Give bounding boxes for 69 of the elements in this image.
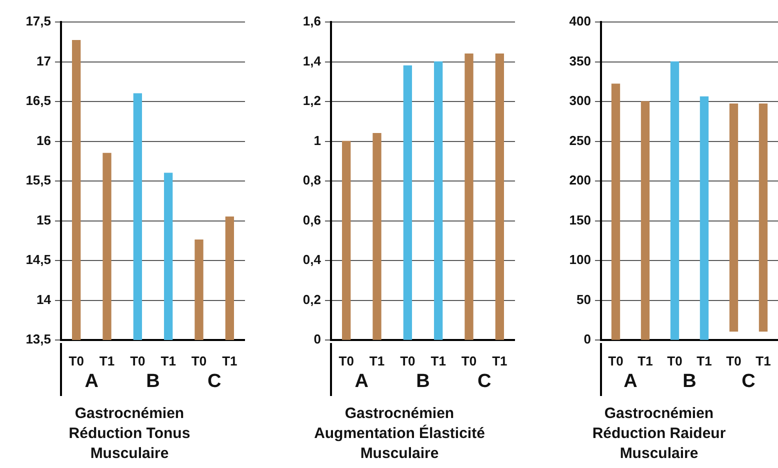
text: C [207,371,222,392]
y-tick-label: 0,6 [302,212,321,228]
y-tick-label: 300 [569,93,591,108]
x-tick-label: T1 [696,353,712,368]
y-tick-label: 0,8 [302,172,321,188]
text: Gastrocnémien Réduction Tonus Musculaire [68,404,192,464]
y-tick-label: 14 [36,292,52,307]
y-tick-label: 16 [36,132,51,148]
y-tick-label: 400 [569,14,591,29]
y-tick-label: 15,5 [26,172,51,188]
y-tick-label: 350 [569,53,591,68]
bar [700,96,709,340]
text: Gastrocnémien Réduction Raideur Musculaire [591,404,727,464]
x-tick-label: T1 [638,353,653,368]
y-tick-label: 1,6 [302,14,321,29]
bar [670,61,680,340]
text: B [682,371,696,392]
x-tick-label: T1 [222,353,238,368]
y-tick-label: 16,5 [26,93,51,108]
y-tick-label: 150 [569,212,591,228]
x-tick-label: T1 [492,353,508,368]
y-tick-label: 17 [36,53,51,68]
y-tick-label: 0 [584,332,591,347]
bar [372,132,382,340]
text: A [624,371,638,392]
bar [434,61,443,340]
y-tick-label: 1,2 [302,93,321,108]
y-tick-label: 15 [36,212,51,228]
x-tick-label: T0 [461,353,477,368]
x-tick-label: T1 [99,353,115,368]
x-tick-label: T0 [191,353,207,368]
y-tick-label: 250 [569,132,591,148]
y-tick-label: 100 [569,252,591,268]
bar [403,65,412,340]
text: C [742,371,756,392]
x-tick-label: T0 [726,353,742,368]
text: C [477,371,492,392]
y-tick-label: 0 [314,332,321,347]
bar [342,140,351,340]
text: A [354,371,369,392]
y-tick-label: 0,2 [302,292,321,307]
y-tick-label: 200 [569,172,591,188]
x-tick-label: T0 [68,353,84,368]
x-tick-label: T0 [400,353,416,368]
bar [495,53,504,340]
text: B [416,371,430,392]
text: A [84,371,99,392]
x-tick-label: T0 [338,353,354,368]
y-tick-label: 14,5 [26,252,51,268]
text: Gastrocnémien Augmentation Élasticité Musculaire [313,404,486,464]
y-tick-label: 50 [576,292,591,307]
x-tick-label: T0 [608,353,624,368]
bar [729,104,738,332]
x-tick-label: T0 [130,353,146,368]
text: B [146,371,160,392]
y-tick-label: 1 [314,132,321,148]
x-tick-label: T0 [667,353,682,368]
y-tick-label: 0,4 [302,252,322,268]
bar [611,84,620,340]
x-tick-label: T1 [369,353,385,368]
bar [758,104,768,332]
y-tick-label: 17,5 [26,14,51,29]
bar [640,101,650,340]
x-tick-label: T1 [756,353,771,368]
x-tick-label: T1 [430,353,446,368]
x-tick-label: T1 [160,353,176,368]
y-tick-label: 1,4 [302,53,322,68]
bar [464,53,474,340]
y-tick-label: 13,5 [26,332,51,347]
